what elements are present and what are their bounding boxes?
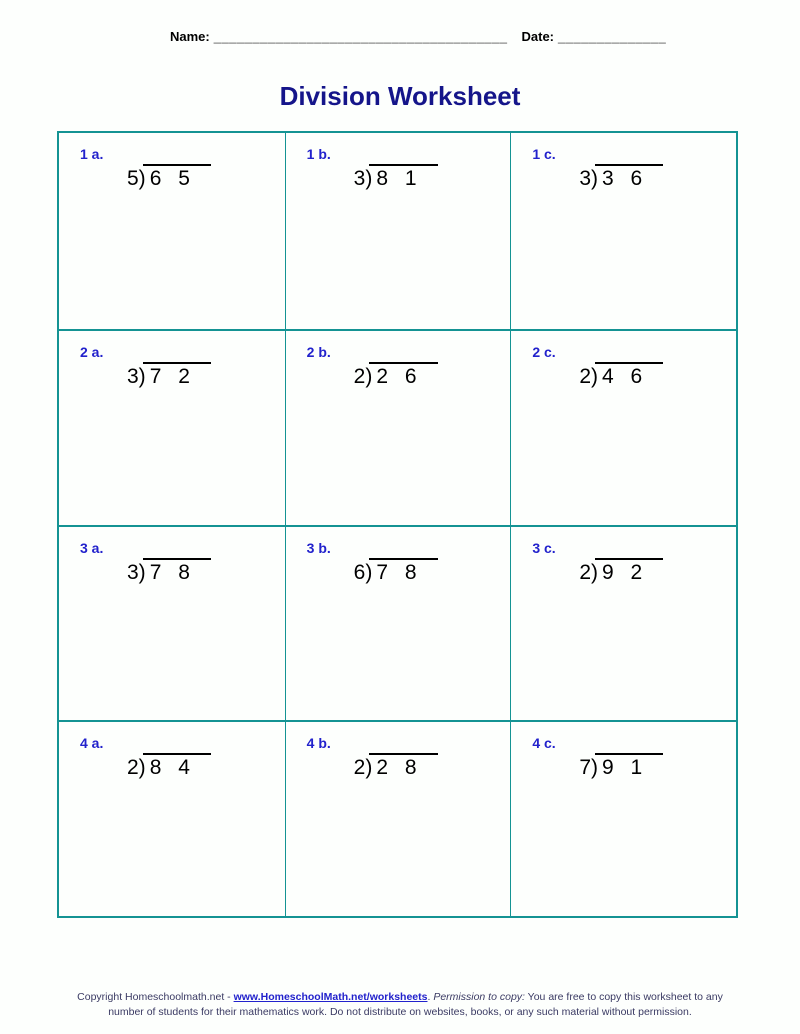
footer-line2: number of students for their mathematics… <box>108 1005 692 1018</box>
problem-label: 2 b. <box>306 343 331 360</box>
division-problem: 2) 8 4 <box>127 753 285 782</box>
problem-cell-2c: 2 c. 2) 4 6 <box>510 328 736 525</box>
problem-cell-3c: 3 c. 2) 9 2 <box>510 524 736 721</box>
dividend: 7 2 <box>142 361 211 391</box>
divisor: 5) <box>127 167 146 190</box>
division-problem: 7) 9 1 <box>579 753 736 782</box>
problem-label: 1 b. <box>306 146 331 162</box>
problem-cell-1c: 1 c. 3) 3 6 <box>510 133 736 329</box>
problem-label: 4 c. <box>532 735 556 752</box>
division-problem: 5) 6 5 <box>127 164 285 193</box>
problem-cell-3b: 3 b. 6) 7 8 <box>284 524 511 721</box>
divisor: 6) <box>353 560 373 584</box>
division-problem: 3) 3 6 <box>579 164 736 193</box>
dividend: 4 6 <box>595 361 664 391</box>
dividend: 2 8 <box>369 753 438 782</box>
division-problem: 2) 9 2 <box>579 557 736 587</box>
name-label: Name: <box>170 29 210 44</box>
division-problem: 2) 4 6 <box>579 361 736 391</box>
worksheets-link[interactable]: www.HomeschoolMath.net/worksheets <box>233 991 428 1003</box>
division-problem: 3) 7 8 <box>127 557 285 587</box>
dividend: 9 1 <box>595 753 664 782</box>
problem-cell-4a: 4 a. 2) 8 4 <box>59 720 285 916</box>
permission-label: Permission to copy: <box>433 991 525 1003</box>
divisor: 3) <box>579 167 599 190</box>
division-problem: 2) 2 6 <box>353 361 511 391</box>
divisor: 2) <box>579 364 599 388</box>
divisor: 2) <box>127 756 146 780</box>
division-problem: 3) 7 2 <box>127 361 285 391</box>
divisor: 3) <box>127 560 146 584</box>
problem-cell-1b: 1 b. 3) 8 1 <box>284 133 511 329</box>
date-blank-line: ______________ <box>558 29 667 44</box>
dividend: 8 4 <box>142 753 211 782</box>
dividend: 7 8 <box>369 557 438 587</box>
problem-label: 3 c. <box>532 539 556 556</box>
permission-text: You are free to copy this worksheet to a… <box>524 991 723 1003</box>
division-problem: 3) 8 1 <box>354 164 511 193</box>
division-problem: 6) 7 8 <box>353 557 511 587</box>
problem-cell-2b: 2 b. 2) 2 6 <box>284 328 511 525</box>
divisor: 2) <box>579 560 599 584</box>
problem-cell-1a: 1 a. 5) 6 5 <box>59 133 285 329</box>
name-date-row: Name: ___________________________________… <box>170 29 666 44</box>
worksheet-grid: 1 a. 5) 6 5 1 b. 3) 8 1 1 c. 3) 3 6 2 a. 3)… <box>57 131 738 918</box>
problem-cell-3a: 3 a. 3) 7 8 <box>59 524 285 721</box>
problem-cell-4b: 4 b. 2) 2 8 <box>284 720 511 916</box>
problem-label: 1 a. <box>80 146 104 162</box>
division-problem: 2) 2 8 <box>354 753 511 782</box>
dividend: 6 5 <box>142 164 211 193</box>
dividend: 7 8 <box>142 557 211 587</box>
problem-label: 1 c. <box>532 146 556 162</box>
footer-copyright: Copyright Homeschoolmath.net - www.Homes… <box>0 990 800 1019</box>
dividend: 8 1 <box>369 164 438 193</box>
date-label: Date: <box>521 29 555 44</box>
divisor: 2) <box>353 364 373 388</box>
problem-label: 4 b. <box>306 735 331 752</box>
dividend: 9 2 <box>595 557 664 587</box>
name-blank-line: ______________________________________ <box>213 29 508 44</box>
copyright-text: Copyright Homeschoolmath.net - <box>77 991 234 1003</box>
divisor: 7) <box>579 756 599 780</box>
dividend: 3 6 <box>595 164 664 193</box>
dividend: 2 6 <box>369 361 438 391</box>
divisor: 3) <box>353 167 373 190</box>
problem-label: 2 a. <box>80 343 104 360</box>
problem-cell-4c: 4 c. 7) 9 1 <box>510 720 736 916</box>
page-title: Division Worksheet <box>279 81 521 111</box>
problem-label: 4 a. <box>80 735 104 752</box>
divisor: 2) <box>353 756 373 780</box>
after-link-text: . <box>427 991 434 1003</box>
problem-label: 3 b. <box>306 539 331 556</box>
problem-label: 2 c. <box>532 343 556 360</box>
problem-label: 3 a. <box>80 539 104 556</box>
divisor: 3) <box>127 364 146 388</box>
problem-cell-2a: 2 a. 3) 7 2 <box>59 328 285 525</box>
